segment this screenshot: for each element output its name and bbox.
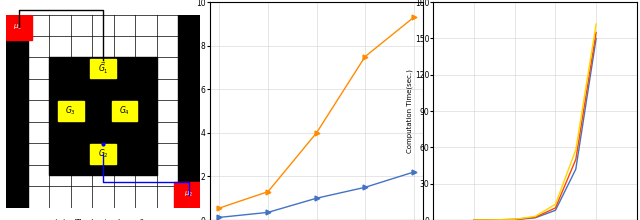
15x15 <box>572 158 580 161</box>
Text: (a)   Trajectories   for: (a) Trajectories for <box>54 218 152 220</box>
Line: 15x15: 15x15 <box>474 32 596 220</box>
9x9 <box>491 218 499 220</box>
2 Robots <box>216 216 223 219</box>
2 Robots <box>264 211 272 214</box>
Bar <box>6 15 28 208</box>
2 Robots <box>361 186 369 189</box>
Bar <box>58 101 84 121</box>
9x9 <box>572 168 580 171</box>
Text: $G_2$: $G_2$ <box>97 148 108 160</box>
30x30 <box>511 218 518 220</box>
Line: 30x30: 30x30 <box>474 24 596 220</box>
30x30 <box>572 148 580 151</box>
30x30 <box>592 23 600 25</box>
15x15 <box>531 216 539 219</box>
15x15 <box>592 31 600 34</box>
9x9 <box>592 37 600 40</box>
Text: $\vec{G}_1$: $\vec{G}_1$ <box>97 61 108 76</box>
3 Robots <box>216 207 223 209</box>
Bar <box>90 59 116 78</box>
Text: $\mu_2$: $\mu_2$ <box>184 190 193 199</box>
Text: $G_3$: $G_3$ <box>65 105 76 117</box>
15x15 <box>470 219 478 220</box>
30x30 <box>491 218 499 220</box>
Text: $G_4$: $G_4$ <box>119 105 130 117</box>
3 Robots <box>264 190 272 193</box>
15x15 <box>552 207 559 209</box>
Bar <box>174 182 200 208</box>
9x9 <box>531 216 539 219</box>
9x9 <box>511 218 518 220</box>
30x30 <box>531 215 539 218</box>
15x15 <box>511 218 518 220</box>
Bar <box>178 15 200 208</box>
9x9 <box>470 219 478 220</box>
15x15 <box>491 218 499 220</box>
Bar <box>90 144 116 164</box>
Bar <box>6 15 32 40</box>
9x9 <box>552 209 559 212</box>
3 Robots <box>313 132 321 134</box>
Line: 9x9: 9x9 <box>474 38 596 220</box>
Line: 3 Robots: 3 Robots <box>217 15 416 211</box>
2 Robots <box>410 171 417 173</box>
Text: $\mu_1$: $\mu_1$ <box>13 23 22 32</box>
3 Robots <box>410 16 417 19</box>
2 Robots <box>313 197 321 200</box>
30x30 <box>552 203 559 205</box>
Y-axis label: Computation Time(sec.): Computation Time(sec.) <box>188 69 195 153</box>
Bar <box>111 101 138 121</box>
Bar <box>49 57 157 176</box>
3 Robots <box>361 55 369 58</box>
30x30 <box>470 219 478 220</box>
Y-axis label: Computation Time(sec.): Computation Time(sec.) <box>407 69 413 153</box>
Line: 2 Robots: 2 Robots <box>217 170 416 220</box>
